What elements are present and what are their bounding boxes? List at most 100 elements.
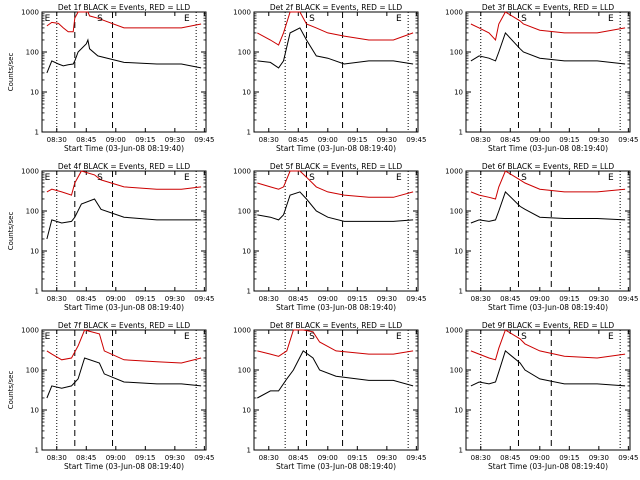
y-tick-label: 100 bbox=[26, 49, 39, 57]
x-tick-label: 09:00 bbox=[318, 136, 338, 144]
annotation-label: S bbox=[97, 173, 103, 183]
x-tick-label: 09:45 bbox=[618, 136, 638, 144]
x-tick-label: 09:30 bbox=[589, 454, 609, 462]
panel-9: 1 10 100 1000 08:30 08:45 09:00 09:15 09:30 09:45… bbox=[445, 321, 638, 471]
x-tick-label: 09:00 bbox=[530, 136, 550, 144]
x-tick-label: 09:30 bbox=[377, 136, 397, 144]
x-tick-label: 09:15 bbox=[135, 454, 155, 462]
x-axis-label: Start Time (03-Jun-08 08:19:40) bbox=[488, 462, 608, 471]
y-tick-label: 10 bbox=[30, 248, 39, 256]
plot-frame bbox=[465, 170, 631, 292]
x-tick-label: 09:15 bbox=[347, 295, 367, 303]
y-tick-label: 10 bbox=[454, 407, 463, 415]
annotation-label: E bbox=[45, 173, 51, 183]
x-tick-label: 09:30 bbox=[165, 454, 185, 462]
y-tick-label: 10 bbox=[30, 89, 39, 97]
x-tick-label: 09:15 bbox=[559, 136, 579, 144]
series-lld-line bbox=[470, 11, 626, 42]
plot-frame bbox=[253, 170, 419, 292]
series-events-line bbox=[470, 190, 626, 224]
x-tick-label: 08:30 bbox=[47, 454, 67, 462]
panel-6: 1 10 100 1000 08:30 08:45 09:00 09:15 09:30 09:45… bbox=[445, 162, 638, 312]
x-tick-label: 09:30 bbox=[589, 295, 609, 303]
x-axis-label: Start Time (03-Jun-08 08:19:40) bbox=[64, 462, 184, 471]
x-axis-label: Start Time (03-Jun-08 08:19:40) bbox=[276, 462, 396, 471]
x-tick-label: 09:45 bbox=[194, 295, 214, 303]
plot-frame bbox=[41, 329, 207, 451]
panel-title: Det 3f BLACK = Events, RED = LLD bbox=[482, 3, 615, 12]
series-lld-line bbox=[257, 11, 414, 46]
x-tick-label: 09:00 bbox=[530, 295, 550, 303]
x-tick-label: 08:45 bbox=[288, 295, 308, 303]
y-tick-label: 1000 bbox=[233, 168, 251, 176]
x-tick-label: 08:30 bbox=[47, 295, 67, 303]
x-tick-label: 08:45 bbox=[76, 454, 96, 462]
x-tick-label: 09:00 bbox=[530, 454, 550, 462]
x-tick-label: 08:45 bbox=[500, 295, 520, 303]
x-axis-label: Start Time (03-Jun-08 08:19:40) bbox=[64, 144, 184, 153]
series-lld-line bbox=[470, 329, 626, 361]
x-tick-label: 09:15 bbox=[135, 136, 155, 144]
x-tick-label: 09:00 bbox=[106, 295, 126, 303]
annotation-label: E bbox=[608, 332, 614, 342]
annotation-label: E bbox=[396, 14, 402, 24]
x-tick-label: 08:30 bbox=[259, 136, 279, 144]
x-tick-label: 09:15 bbox=[135, 295, 155, 303]
x-tick-label: 09:45 bbox=[194, 136, 214, 144]
panel-title: Det 8f BLACK = Events, RED = LLD bbox=[270, 321, 403, 330]
x-axis-label: Start Time (03-Jun-08 08:19:40) bbox=[488, 144, 608, 153]
series-events-line bbox=[46, 357, 202, 399]
annotation-label: S bbox=[309, 14, 315, 24]
x-tick-label: 09:15 bbox=[559, 295, 579, 303]
plot-frame bbox=[465, 11, 631, 133]
panel-title: Det 1f BLACK = Events, RED = LLD bbox=[58, 3, 191, 12]
annotation-label: S bbox=[521, 14, 527, 24]
y-tick-label: 10 bbox=[242, 407, 251, 415]
panel-title: Det 9f BLACK = Events, RED = LLD bbox=[482, 321, 615, 330]
x-axis-label: Start Time (03-Jun-08 08:19:40) bbox=[276, 144, 396, 153]
plot-frame bbox=[253, 11, 419, 133]
x-tick-label: 09:30 bbox=[377, 295, 397, 303]
x-tick-label: 08:45 bbox=[288, 136, 308, 144]
y-tick-label: 1 bbox=[35, 447, 39, 455]
x-tick-label: 09:45 bbox=[406, 454, 426, 462]
y-tick-label: 1 bbox=[459, 288, 463, 296]
x-tick-label: 08:30 bbox=[259, 454, 279, 462]
annotation-label: E bbox=[45, 332, 51, 342]
panel-1: 1 10 100 1000 08:30 08:45 09:00 09:15 09:30 09:45… bbox=[7, 3, 214, 153]
annotation-label: E bbox=[608, 14, 614, 24]
y-tick-label: 100 bbox=[450, 367, 463, 375]
panel-2: 1 10 100 1000 08:30 08:45 09:00 09:15 09:30 09:45… bbox=[233, 3, 426, 153]
plot-frame bbox=[253, 329, 419, 451]
y-tick-label: 100 bbox=[450, 49, 463, 57]
y-tick-label: 1 bbox=[459, 129, 463, 137]
x-axis-label: Start Time (03-Jun-08 08:19:40) bbox=[488, 303, 608, 312]
annotation-label: S bbox=[309, 332, 315, 342]
x-tick-label: 08:30 bbox=[471, 295, 491, 303]
annotation-label: S bbox=[521, 173, 527, 183]
plot-frame bbox=[41, 11, 207, 133]
series-events-line bbox=[470, 31, 626, 65]
plot-frame bbox=[41, 170, 207, 292]
y-tick-label: 1 bbox=[459, 447, 463, 455]
x-tick-label: 09:45 bbox=[406, 295, 426, 303]
y-axis-label: Counts/sec bbox=[7, 212, 15, 251]
x-tick-label: 08:45 bbox=[288, 454, 308, 462]
series-events-line bbox=[470, 350, 626, 387]
annotation-label: E bbox=[396, 332, 402, 342]
x-axis-label: Start Time (03-Jun-08 08:19:40) bbox=[276, 303, 396, 312]
y-tick-label: 100 bbox=[26, 208, 39, 216]
y-tick-label: 10 bbox=[30, 407, 39, 415]
y-axis-label: Counts/sec bbox=[7, 53, 15, 92]
y-tick-label: 1 bbox=[247, 129, 251, 137]
y-tick-label: 1 bbox=[35, 288, 39, 296]
x-tick-label: 09:00 bbox=[106, 136, 126, 144]
annotation-label: E bbox=[184, 332, 190, 342]
annotation-label: S bbox=[309, 173, 315, 183]
x-tick-label: 08:30 bbox=[471, 454, 491, 462]
annotation-label: E bbox=[184, 173, 190, 183]
y-tick-label: 1000 bbox=[21, 9, 39, 17]
series-events-line bbox=[257, 27, 414, 69]
y-tick-label: 100 bbox=[26, 367, 39, 375]
series-lld-line bbox=[257, 329, 414, 357]
